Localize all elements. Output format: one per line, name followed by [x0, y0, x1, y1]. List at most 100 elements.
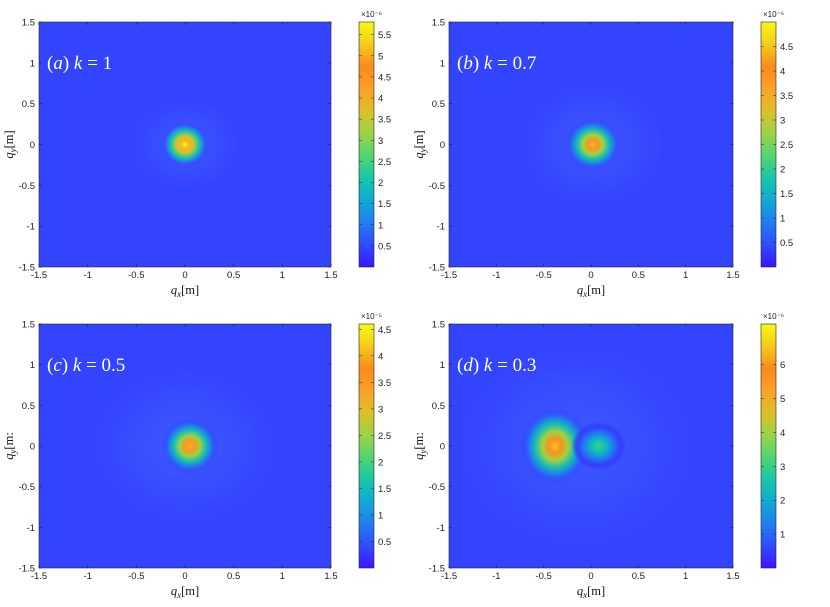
x-axis-label: qx[m]: [577, 283, 605, 299]
colorbar-multiplier: ×10⁻⁶: [763, 10, 784, 19]
y-tick-label: -0.5: [429, 181, 445, 192]
colorbar-tick-label: 3: [780, 116, 785, 127]
heatmap-peak: [161, 122, 209, 167]
colorbar-tick-label: 2: [780, 165, 785, 176]
x-tick-label: 1.5: [726, 571, 739, 582]
panel-d: -1.5 -1 -0.5 0 0.5 1 1.5 1.5 1 0.5 0 -0.5 -1 -1.5 qx[m…: [412, 312, 785, 600]
y-tick-label: -1.5: [429, 564, 445, 575]
colorbar-tick-label: 1: [780, 214, 785, 225]
y-tick-label: 0.5: [22, 401, 35, 412]
x-axis-label: qx[m]: [577, 584, 605, 600]
x-tick-label: -1.5: [31, 270, 47, 281]
y-axis-label: qy[m:: [2, 432, 18, 460]
colorbar-tick-label: 5.5: [378, 30, 391, 41]
y-tick-label: -1: [27, 523, 35, 534]
x-tick-label: -1: [492, 270, 500, 281]
heatmap-peak: [565, 118, 621, 171]
y-tick-label: 1.5: [432, 18, 445, 29]
y-tick-label: 0.5: [22, 99, 35, 110]
colorbar-tick-label: 4: [378, 94, 383, 105]
colorbar-tick-label: 3.5: [378, 378, 391, 389]
x-tick-label: 0: [182, 270, 187, 281]
colorbar-tick-label: 0.5: [378, 537, 391, 548]
colorbar-tick-label: 1: [780, 530, 785, 541]
y-tick-label: -1: [437, 222, 445, 233]
colorbar-multiplier: ×10⁻⁵: [361, 312, 382, 321]
x-tick-label: 0.5: [632, 571, 645, 582]
y-tick-label: 1.5: [22, 18, 35, 29]
colorbar-tick-label: 1: [378, 220, 383, 231]
y-tick-label: 1: [440, 58, 445, 69]
colorbar-tick-label: 2: [378, 457, 383, 468]
colorbar: [358, 323, 375, 569]
y-tick-label: -1.5: [19, 564, 35, 575]
x-tick-label: 0: [588, 571, 593, 582]
panel-label: (a) k = 1: [47, 53, 112, 74]
x-tick-label: 1.5: [324, 270, 337, 281]
x-tick-label: 1: [683, 270, 688, 281]
x-tick-label: 1.5: [324, 571, 337, 582]
colorbar-tick-label: 1.5: [378, 199, 391, 210]
panel-b: -1.5 -1 -0.5 0 0.5 1 1.5 1.5 1 0.5 0 -0.5 -1 -1.5 qx[m…: [412, 10, 793, 299]
y-axis-label: qy[m]: [2, 130, 18, 158]
y-tick-label: 1: [440, 360, 445, 371]
colorbar-tick-label: 4.5: [378, 72, 391, 83]
x-tick-label: -1.5: [31, 571, 47, 582]
x-axis-label: qx[m]: [171, 283, 199, 299]
x-tick-label: 0: [588, 270, 593, 281]
colorbar-tick-label: 3.5: [378, 115, 391, 126]
colorbar-tick-label: 4: [378, 351, 383, 362]
panel-label: (d) k = 0.3: [457, 355, 536, 376]
y-tick-label: 0: [440, 442, 445, 453]
x-tick-label: -0.5: [128, 270, 144, 281]
x-tick-label: -1.5: [441, 571, 457, 582]
y-tick-label: -1.5: [19, 263, 35, 274]
x-tick-label: 0.5: [227, 571, 240, 582]
colorbar: [760, 323, 777, 569]
x-tick-label: -0.5: [535, 571, 551, 582]
y-tick-label: 1.5: [432, 320, 445, 331]
x-axis-label: qx[m]: [171, 584, 199, 600]
heatmap-peak: [571, 422, 626, 470]
y-tick-label: 0: [440, 140, 445, 151]
y-tick-label: 1: [30, 58, 35, 69]
x-tick-label: -1: [83, 571, 91, 582]
y-axis-label: qy[m:: [412, 432, 428, 460]
heatmap-peak: [161, 418, 218, 474]
colorbar-tick-label: 2.5: [378, 157, 391, 168]
colorbar-tick-label: 1: [378, 510, 383, 521]
colorbar-tick-label: 0.5: [780, 238, 793, 249]
x-tick-label: -0.5: [128, 571, 144, 582]
x-tick-label: 1: [683, 571, 688, 582]
y-tick-label: 1: [30, 360, 35, 371]
y-tick-label: -1.5: [429, 263, 445, 274]
y-tick-label: 0: [30, 442, 35, 453]
panel-label: (b) k = 0.7: [457, 53, 536, 74]
x-tick-label: -1.5: [441, 270, 457, 281]
colorbar-tick-label: 3: [378, 136, 383, 147]
y-tick-label: -0.5: [19, 181, 35, 192]
colorbar-tick-label: 6: [780, 360, 785, 371]
colorbar: [358, 21, 375, 268]
colorbar-multiplier: ×10⁻⁶: [763, 312, 784, 321]
colorbar-tick-label: 3.5: [780, 91, 793, 102]
colorbar-tick-label: 2.5: [378, 431, 391, 442]
colorbar-tick-label: 0.5: [378, 241, 391, 252]
colorbar-tick-label: 5: [780, 394, 785, 405]
panel-c: -1.5 -1 -0.5 0 0.5 1 1.5 1.5 1 0.5 0 -0.5 -1 -1.5 qx[m…: [2, 312, 391, 600]
colorbar-tick-label: 2.5: [780, 140, 793, 151]
colorbar-tick-label: 4: [780, 67, 785, 78]
x-tick-label: -0.5: [535, 270, 551, 281]
y-tick-label: -1: [437, 523, 445, 534]
y-tick-label: 1.5: [22, 320, 35, 331]
colorbar-tick-label: 1.5: [780, 189, 793, 200]
colorbar-tick-label: 4.5: [378, 325, 391, 336]
x-tick-label: 1: [280, 571, 285, 582]
colorbar-tick-label: 4.5: [780, 42, 793, 53]
y-tick-label: 0: [30, 140, 35, 151]
y-tick-label: -0.5: [429, 482, 445, 493]
colorbar-tick-label: 2: [378, 178, 383, 189]
colorbar-tick-label: 5: [378, 51, 383, 62]
